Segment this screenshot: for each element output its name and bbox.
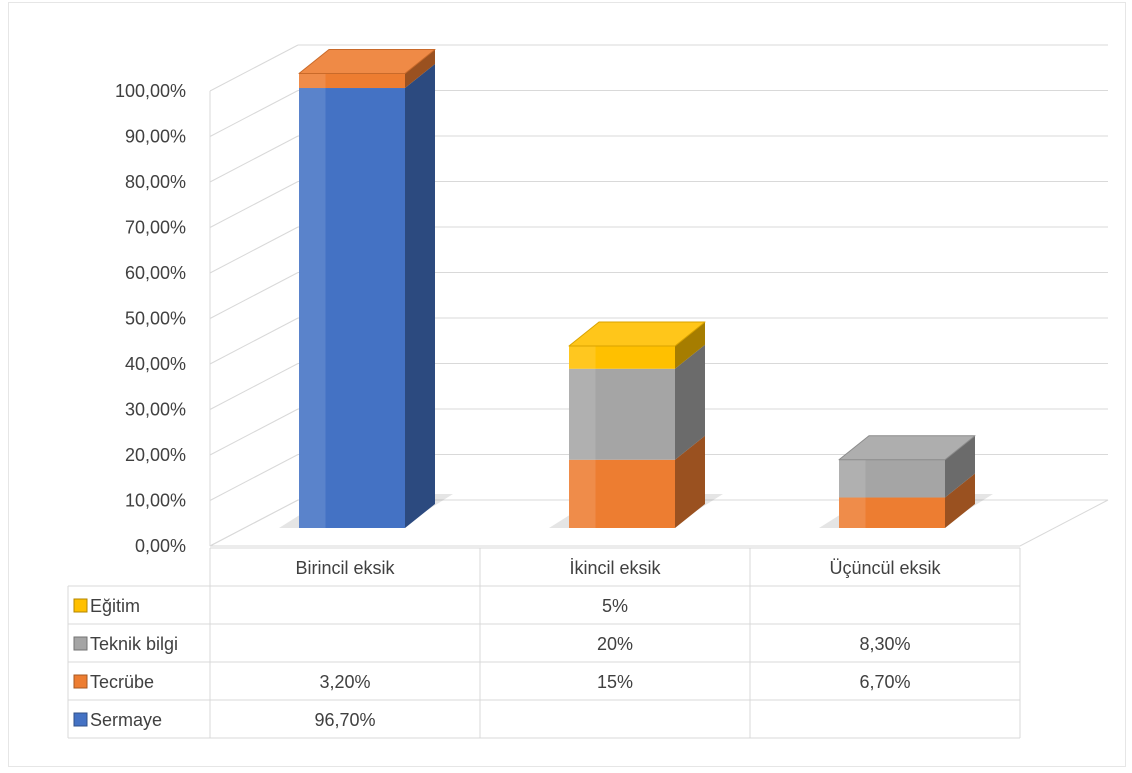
series-label: Eğitim — [90, 596, 140, 616]
series-label: Teknik bilgi — [90, 634, 178, 654]
bar-side — [945, 473, 975, 528]
bars — [279, 48, 993, 528]
bar-segment-e-itim — [568, 321, 706, 369]
series-label: Sermaye — [90, 710, 162, 730]
data-label: 3,20% — [319, 672, 370, 692]
gridline-side — [209, 226, 299, 274]
bar-front — [569, 459, 675, 528]
gridline-side — [209, 408, 299, 456]
bar-segment-tecr-be — [298, 48, 436, 89]
bar-side — [675, 435, 705, 528]
bar-front — [569, 368, 675, 460]
data-label: 20% — [597, 634, 633, 654]
series-label: Tecrübe — [90, 672, 154, 692]
y-tick-label: 80,00% — [125, 172, 186, 192]
bar-side — [405, 49, 435, 89]
y-tick-label: 0,00% — [135, 536, 186, 556]
category-label: Üçüncül eksik — [829, 558, 941, 578]
y-axis-ticks: 0,00% 10,00% 20,00% 30,00% 40,00% 50,00% 60,00… — [115, 81, 186, 556]
legend-key-sermaye — [73, 712, 88, 727]
gridline-side — [209, 363, 299, 410]
data-label: 15% — [597, 672, 633, 692]
bar-segment-teknik-bilgi — [838, 435, 976, 498]
bar-side — [405, 64, 435, 528]
bar-front — [839, 497, 945, 528]
chart-floor — [209, 499, 1109, 547]
bar-segment-sermaye — [299, 64, 435, 528]
bar-front — [299, 73, 405, 89]
data-label: 96,70% — [314, 710, 375, 730]
y-tick-label: 90,00% — [125, 127, 186, 147]
gridline-side — [209, 317, 299, 365]
bar-side — [945, 435, 975, 498]
y-tick-label: 60,00% — [125, 263, 186, 283]
bar-top — [298, 48, 436, 74]
gridline-side — [209, 272, 299, 319]
bar-highlight — [839, 497, 866, 528]
bar-side — [675, 322, 705, 369]
y-tick-label: 20,00% — [125, 445, 186, 465]
bar-front — [569, 346, 675, 369]
data-label: 8,30% — [859, 634, 910, 654]
category-label: İkincil eksik — [569, 558, 661, 578]
bar-front — [839, 459, 945, 498]
data-label: 5% — [602, 596, 628, 616]
legend-key-teknik-bilgi — [73, 636, 88, 651]
bar-highlight — [569, 368, 596, 460]
y-tick-label: 70,00% — [125, 218, 186, 238]
y-tick-label: 30,00% — [125, 400, 186, 420]
bar-side — [675, 344, 705, 460]
data-label: 6,70% — [859, 672, 910, 692]
legend-key-tecr-be — [73, 674, 88, 689]
bar-highlight — [839, 459, 866, 498]
category-label: Birincil eksik — [295, 558, 395, 578]
bar-segment-tecr-be — [569, 435, 705, 528]
gridline-side — [209, 181, 299, 228]
y-tick-label: 10,00% — [125, 491, 186, 511]
bar-top — [838, 435, 976, 461]
bar-highlight — [299, 73, 326, 89]
bar-segment-tecr-be — [839, 473, 975, 528]
gridline-side — [209, 90, 299, 137]
gridline-side — [209, 135, 299, 183]
bar-top — [568, 321, 706, 347]
bar-front — [299, 88, 405, 528]
legend-key-e-itim — [73, 598, 88, 613]
data-table: Birincil eksik İkincil eksik Üçüncül eksik… — [67, 547, 1021, 739]
bar-segment-teknik-bilgi — [569, 344, 705, 460]
y-tick-label: 50,00% — [125, 309, 186, 329]
bar-highlight — [569, 346, 596, 369]
bar-highlight — [569, 459, 596, 528]
y-tick-label: 40,00% — [125, 354, 186, 374]
gridline-side — [209, 44, 299, 92]
gridline-side — [209, 454, 299, 501]
bar-highlight — [299, 88, 326, 528]
y-tick-label: 100,00% — [115, 81, 186, 101]
